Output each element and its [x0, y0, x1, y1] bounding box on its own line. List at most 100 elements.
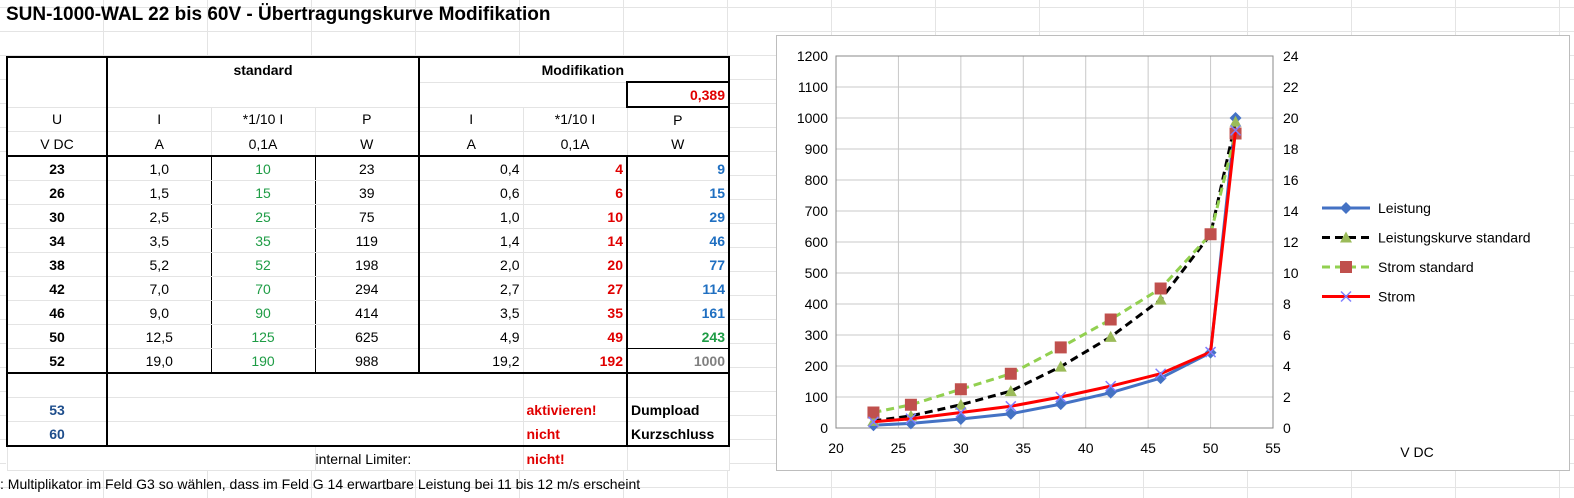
column-header[interactable]: W — [626, 131, 730, 157]
data-cell[interactable]: 42 — [6, 276, 108, 301]
data-cell[interactable]: 29 — [626, 204, 730, 229]
data-cell[interactable]: 46 — [626, 228, 730, 253]
data-cell[interactable]: 23 — [6, 155, 108, 181]
column-header[interactable]: I — [106, 106, 212, 132]
data-cell[interactable]: 192 — [522, 348, 628, 374]
data-cell[interactable]: 27 — [522, 276, 628, 301]
data-cell[interactable]: 294 — [314, 276, 420, 301]
data-cell[interactable]: 90 — [210, 300, 316, 325]
data-cell[interactable]: 125 — [210, 324, 316, 349]
column-header[interactable]: W — [314, 131, 420, 157]
column-header[interactable]: 0,1A — [210, 131, 316, 157]
data-cell[interactable]: 34 — [6, 228, 108, 253]
data-cell[interactable]: 243 — [626, 324, 730, 349]
data-cell[interactable]: 70 — [210, 276, 316, 301]
data-cell[interactable]: 26 — [6, 180, 108, 205]
data-cell[interactable]: 23 — [314, 155, 420, 181]
data-cell[interactable]: 988 — [314, 348, 420, 374]
column-header[interactable]: P — [626, 106, 730, 132]
data-cell[interactable]: 6 — [522, 180, 628, 205]
data-cell[interactable]: 50 — [6, 324, 108, 349]
data-cell[interactable]: 10 — [210, 155, 316, 181]
data-cell[interactable]: 2,7 — [418, 276, 524, 301]
blank-cell[interactable] — [106, 421, 524, 447]
status-cell[interactable]: nicht — [522, 421, 628, 447]
data-cell[interactable]: 190 — [210, 348, 316, 374]
limiter-value[interactable]: nicht! — [522, 445, 628, 471]
data-cell[interactable]: 198 — [314, 252, 420, 277]
column-header[interactable]: A — [106, 131, 212, 157]
data-cell[interactable]: 77 — [626, 252, 730, 277]
extra-u-cell[interactable]: 53 — [6, 397, 108, 422]
column-header[interactable]: V DC — [6, 131, 108, 157]
column-header[interactable]: 0,1A — [522, 131, 628, 157]
data-cell[interactable]: 0,6 — [418, 180, 524, 205]
data-cell[interactable]: 19,2 — [418, 348, 524, 374]
data-cell[interactable]: 4 — [522, 155, 628, 181]
group-standard[interactable]: standard — [106, 56, 420, 108]
data-cell[interactable]: 1,4 — [418, 228, 524, 253]
column-header[interactable]: *1/10 I — [522, 106, 628, 132]
data-cell[interactable]: 2,5 — [106, 204, 212, 229]
mode-label-cell[interactable]: Kurzschluss — [626, 421, 730, 447]
chart-area[interactable]: 0 100 200 300 400 500 600 700 800 900 1000 1100 1200… — [776, 35, 1570, 471]
extra-u-cell[interactable]: 60 — [6, 421, 108, 447]
blank-cell[interactable] — [522, 372, 628, 398]
data-cell[interactable]: 38 — [6, 252, 108, 277]
column-header[interactable]: P — [314, 106, 420, 132]
data-cell[interactable]: 30 — [6, 204, 108, 229]
data-cell[interactable]: 35 — [522, 300, 628, 325]
data-cell[interactable]: 49 — [522, 324, 628, 349]
data-cell[interactable]: 39 — [314, 180, 420, 205]
group-modifikation[interactable]: Modifikation — [418, 56, 730, 83]
data-cell[interactable]: 1,0 — [418, 204, 524, 229]
data-cell[interactable]: 3,5 — [418, 300, 524, 325]
data-cell[interactable]: 10 — [522, 204, 628, 229]
blank-cell[interactable] — [418, 81, 628, 108]
blank-cell[interactable] — [6, 372, 108, 398]
data-cell[interactable]: 19,0 — [106, 348, 212, 374]
data-cell[interactable]: 14 — [522, 228, 628, 253]
mode-label-cell[interactable]: Dumpload — [626, 397, 730, 422]
blank-cell[interactable] — [6, 445, 316, 471]
data-cell[interactable]: 2,0 — [418, 252, 524, 277]
status-cell[interactable]: aktivieren! — [522, 397, 628, 422]
data-cell[interactable]: 114 — [626, 276, 730, 301]
data-cell[interactable]: 1,5 — [106, 180, 212, 205]
data-cell[interactable]: 119 — [314, 228, 420, 253]
column-header[interactable]: I — [418, 106, 524, 132]
data-cell[interactable]: 9,0 — [106, 300, 212, 325]
data-cell[interactable]: 12,5 — [106, 324, 212, 349]
data-cell[interactable]: 9 — [626, 155, 730, 181]
data-cell[interactable]: 15 — [210, 180, 316, 205]
column-header[interactable]: *1/10 I — [210, 106, 316, 132]
data-cell[interactable]: 1000 — [626, 348, 730, 374]
data-cell[interactable]: 75 — [314, 204, 420, 229]
data-cell[interactable]: 4,9 — [418, 324, 524, 349]
data-cell[interactable]: 625 — [314, 324, 420, 349]
data-cell[interactable]: 3,5 — [106, 228, 212, 253]
data-cell[interactable]: 5,2 — [106, 252, 212, 277]
column-header[interactable]: U — [6, 106, 108, 132]
data-cell[interactable]: 35 — [210, 228, 316, 253]
blank-cell[interactable] — [106, 397, 524, 422]
data-cell[interactable]: 7,0 — [106, 276, 212, 301]
data-cell[interactable]: 161 — [626, 300, 730, 325]
data-cell[interactable]: 414 — [314, 300, 420, 325]
blank-cell[interactable] — [106, 372, 524, 398]
data-cell[interactable]: 1,0 — [106, 155, 212, 181]
data-cell[interactable]: 0,4 — [418, 155, 524, 181]
y-left-tick-label: 1200 — [797, 48, 828, 64]
blank-cell[interactable] — [626, 445, 730, 471]
blank-cell[interactable] — [626, 372, 730, 398]
multiplier-cell[interactable]: 0,389 — [626, 81, 730, 108]
data-cell[interactable]: 15 — [626, 180, 730, 205]
data-cell[interactable]: 46 — [6, 300, 108, 325]
data-cell[interactable]: 52 — [210, 252, 316, 277]
data-cell[interactable]: 52 — [6, 348, 108, 374]
data-cell[interactable]: 20 — [522, 252, 628, 277]
data-cell[interactable]: 25 — [210, 204, 316, 229]
limiter-label[interactable]: internal Limiter: — [314, 445, 524, 471]
corner-cell[interactable] — [6, 56, 108, 108]
column-header[interactable]: A — [418, 131, 524, 157]
